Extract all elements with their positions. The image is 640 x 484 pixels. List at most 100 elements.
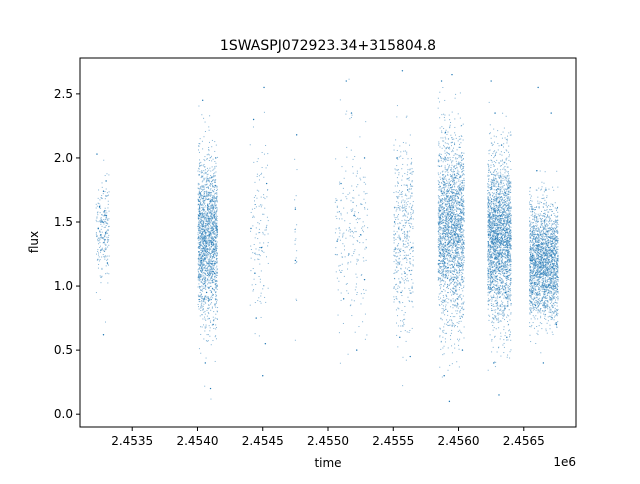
- data-point: [203, 191, 205, 193]
- data-point: [264, 234, 266, 236]
- data-point: [204, 273, 206, 275]
- data-point: [212, 250, 214, 252]
- data-point: [211, 189, 213, 191]
- data-point: [440, 318, 442, 320]
- data-point: [440, 178, 442, 180]
- data-point: [439, 117, 441, 119]
- data-point: [404, 173, 406, 175]
- data-point: [212, 233, 214, 235]
- data-point: [450, 244, 452, 246]
- data-point: [460, 209, 462, 211]
- data-point: [439, 210, 441, 212]
- data-point: [456, 202, 458, 204]
- data-point: [456, 246, 458, 248]
- data-point: [446, 272, 448, 274]
- data-point: [211, 252, 213, 254]
- data-point: [406, 204, 408, 206]
- data-point: [456, 234, 458, 236]
- data-point: [404, 257, 406, 259]
- data-point: [398, 262, 400, 264]
- data-point: [214, 181, 216, 183]
- data-point: [457, 241, 459, 243]
- data-point: [444, 223, 446, 225]
- data-point: [451, 177, 453, 179]
- data-point: [463, 185, 465, 187]
- data-point: [258, 223, 260, 225]
- data-point: [352, 172, 354, 174]
- data-point: [458, 247, 460, 249]
- data-point: [208, 269, 210, 271]
- data-point: [215, 223, 217, 225]
- data-point: [449, 148, 451, 150]
- data-point: [106, 212, 108, 214]
- data-point: [449, 207, 451, 209]
- data-point: [263, 153, 265, 155]
- data-point: [340, 299, 342, 301]
- data-point: [454, 222, 456, 224]
- data-point: [208, 233, 210, 235]
- data-point: [455, 214, 457, 216]
- data-point: [206, 218, 208, 220]
- data-point: [462, 189, 464, 191]
- data-point: [200, 249, 202, 251]
- data-point: [457, 140, 459, 142]
- data-point: [105, 247, 107, 249]
- data-point: [209, 233, 211, 235]
- data-point: [257, 158, 259, 160]
- data-point: [204, 235, 206, 237]
- data-point: [200, 257, 202, 259]
- data-point: [407, 232, 409, 234]
- data-point: [463, 152, 465, 154]
- data-point: [456, 196, 458, 198]
- data-point: [448, 165, 450, 167]
- data-point: [362, 229, 364, 231]
- data-point: [215, 271, 217, 273]
- data-point: [210, 248, 212, 250]
- data-point: [205, 340, 207, 342]
- data-point: [213, 189, 215, 191]
- data-point: [452, 293, 454, 295]
- data-point: [442, 254, 444, 256]
- data-point: [444, 230, 446, 232]
- data-point: [202, 263, 204, 265]
- data-point: [447, 235, 449, 237]
- data-point: [212, 180, 214, 182]
- data-point: [452, 206, 454, 208]
- data-point: [462, 213, 464, 215]
- data-point: [448, 227, 450, 229]
- data-point: [453, 274, 455, 276]
- data-point: [412, 211, 414, 213]
- data-point: [203, 274, 205, 276]
- data-point: [458, 223, 460, 225]
- data-point: [97, 267, 99, 269]
- data-point: [456, 178, 458, 180]
- data-point: [447, 248, 449, 250]
- data-point: [198, 143, 200, 144]
- data-point: [462, 208, 464, 210]
- data-point: [199, 165, 201, 167]
- data-point: [210, 277, 212, 279]
- data-point: [459, 209, 461, 211]
- data-point: [452, 258, 454, 260]
- data-point: [259, 300, 261, 302]
- data-point: [449, 188, 451, 190]
- data-point: [448, 114, 450, 116]
- data-point: [446, 332, 448, 334]
- data-point: [453, 223, 455, 225]
- data-point: [446, 254, 448, 256]
- data-point: [450, 159, 452, 161]
- data-point: [209, 246, 211, 248]
- data-point: [438, 189, 440, 191]
- data-point: [462, 243, 464, 245]
- data-point: [452, 180, 454, 182]
- data-point: [203, 244, 205, 246]
- data-point: [397, 285, 399, 287]
- data-point: [208, 222, 210, 224]
- data-point: [215, 229, 217, 231]
- data-point: [256, 161, 258, 163]
- data-point: [346, 198, 348, 200]
- data-point: [453, 260, 455, 262]
- data-point: [213, 173, 215, 175]
- data-point: [455, 255, 457, 257]
- data-point: [453, 280, 455, 282]
